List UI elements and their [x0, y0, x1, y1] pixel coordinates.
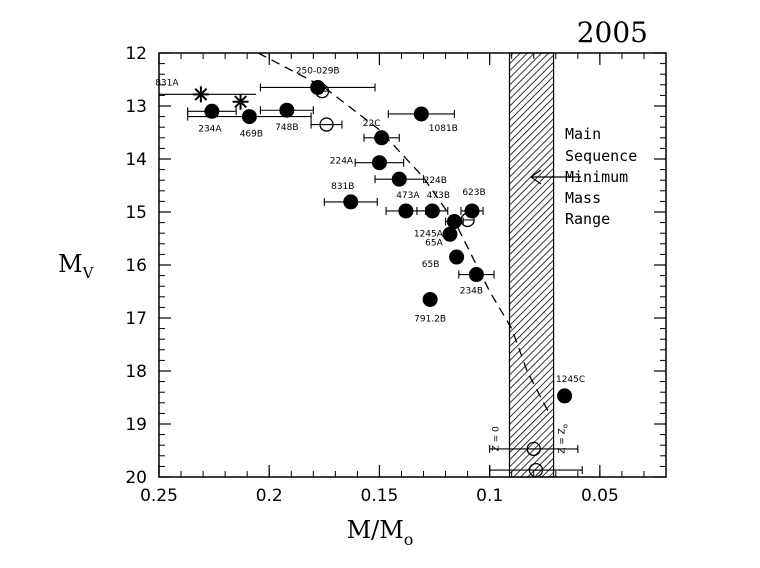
- y-tick-label: 16: [125, 256, 147, 276]
- point-label: 1245A: [414, 230, 444, 240]
- x-tick-label: 0.2: [256, 486, 283, 506]
- data-points: [159, 79, 583, 478]
- filled-point: [391, 171, 407, 187]
- filled-point: [446, 214, 462, 230]
- filled-point: [398, 203, 414, 219]
- annotation-line-3: Minimum: [565, 168, 628, 186]
- x-axis-label: M/Mo: [347, 516, 414, 549]
- annotation-line-5: Range: [565, 210, 610, 228]
- dashed-model-curve: [257, 52, 550, 414]
- filled-point: [241, 109, 257, 125]
- x-tick-label: 0.1: [476, 486, 503, 506]
- y-tick-label: 18: [125, 362, 147, 382]
- filled-point: [424, 203, 440, 219]
- annotation-line-2: Sequence: [565, 147, 637, 165]
- point-label: 65B: [422, 260, 440, 270]
- x-axis-title: M/Mo: [347, 516, 414, 549]
- y-axis-label: MV: [58, 250, 95, 282]
- filled-point: [464, 203, 480, 219]
- filled-point: [468, 267, 484, 283]
- point-label: 831A: [155, 78, 179, 88]
- annotation-line-1: Main: [565, 125, 601, 143]
- vertical-label: Z = Zo: [558, 424, 570, 454]
- annotation-line-4: Mass: [565, 189, 601, 207]
- filled-point: [449, 249, 465, 265]
- point-label: 224B: [424, 176, 447, 186]
- filled-point: [557, 388, 573, 404]
- y-tick-label: 20: [125, 468, 147, 488]
- filled-point: [442, 226, 458, 242]
- filled-point: [343, 194, 359, 210]
- y-tick-label: 12: [125, 44, 147, 64]
- dashed-curve: [257, 52, 550, 414]
- point-label: 748B: [275, 123, 298, 133]
- x-tick-label: 0.15: [361, 486, 399, 506]
- point-labels: 234A 469B 748B 250-029B 1081B 22C 224A 224B 831B…: [155, 66, 585, 453]
- filled-point: [422, 291, 438, 307]
- y-tick-label: 14: [125, 150, 147, 170]
- point-label: 234A: [198, 124, 222, 134]
- star-point-ray: [194, 87, 208, 101]
- filled-point: [371, 155, 387, 171]
- y-tick-label: 15: [125, 203, 147, 223]
- filled-point: [279, 102, 295, 118]
- point-label: 65A: [425, 238, 443, 248]
- point-label: 22C: [363, 119, 381, 129]
- annotation-block: Main Sequence Minimum Mass Range: [529, 125, 637, 228]
- y-tick-label: 17: [125, 309, 147, 329]
- filled-point: [204, 103, 220, 119]
- point-label: 469B: [240, 130, 263, 140]
- hatched-band: [508, 52, 555, 478]
- x-tick-label: 0.25: [140, 486, 178, 506]
- vertical-label: Z = 0: [491, 426, 501, 451]
- filled-point: [310, 79, 326, 95]
- point-label: 623B: [462, 188, 485, 198]
- point-label: 1081B: [429, 124, 458, 134]
- minimum-mass-band: [508, 52, 555, 478]
- y-axis-title: MV: [58, 250, 95, 282]
- point-label: 234B: [460, 287, 483, 297]
- axis-ticks: 0.25 0.2 0.15 0.1 0.05 12 13 14 15 16 17 18 19 20: [125, 44, 667, 506]
- point-label: 831B: [331, 182, 354, 192]
- point-label: 250-029B: [296, 66, 340, 76]
- annotation-arrowhead: [529, 169, 542, 185]
- x-tick-label: 0.05: [581, 486, 619, 506]
- star-point-ray: [234, 95, 247, 109]
- point-label: 473A: [396, 191, 420, 201]
- point-label: 1245C: [556, 375, 585, 385]
- y-tick-label: 19: [125, 415, 147, 435]
- point-label: 224A: [330, 157, 354, 167]
- filled-point: [413, 106, 429, 122]
- chart-title: 2005: [577, 16, 648, 49]
- point-label: 473B: [427, 191, 450, 201]
- filled-point: [374, 130, 390, 146]
- point-label: 791.2B: [414, 314, 446, 324]
- y-tick-label: 13: [125, 97, 147, 117]
